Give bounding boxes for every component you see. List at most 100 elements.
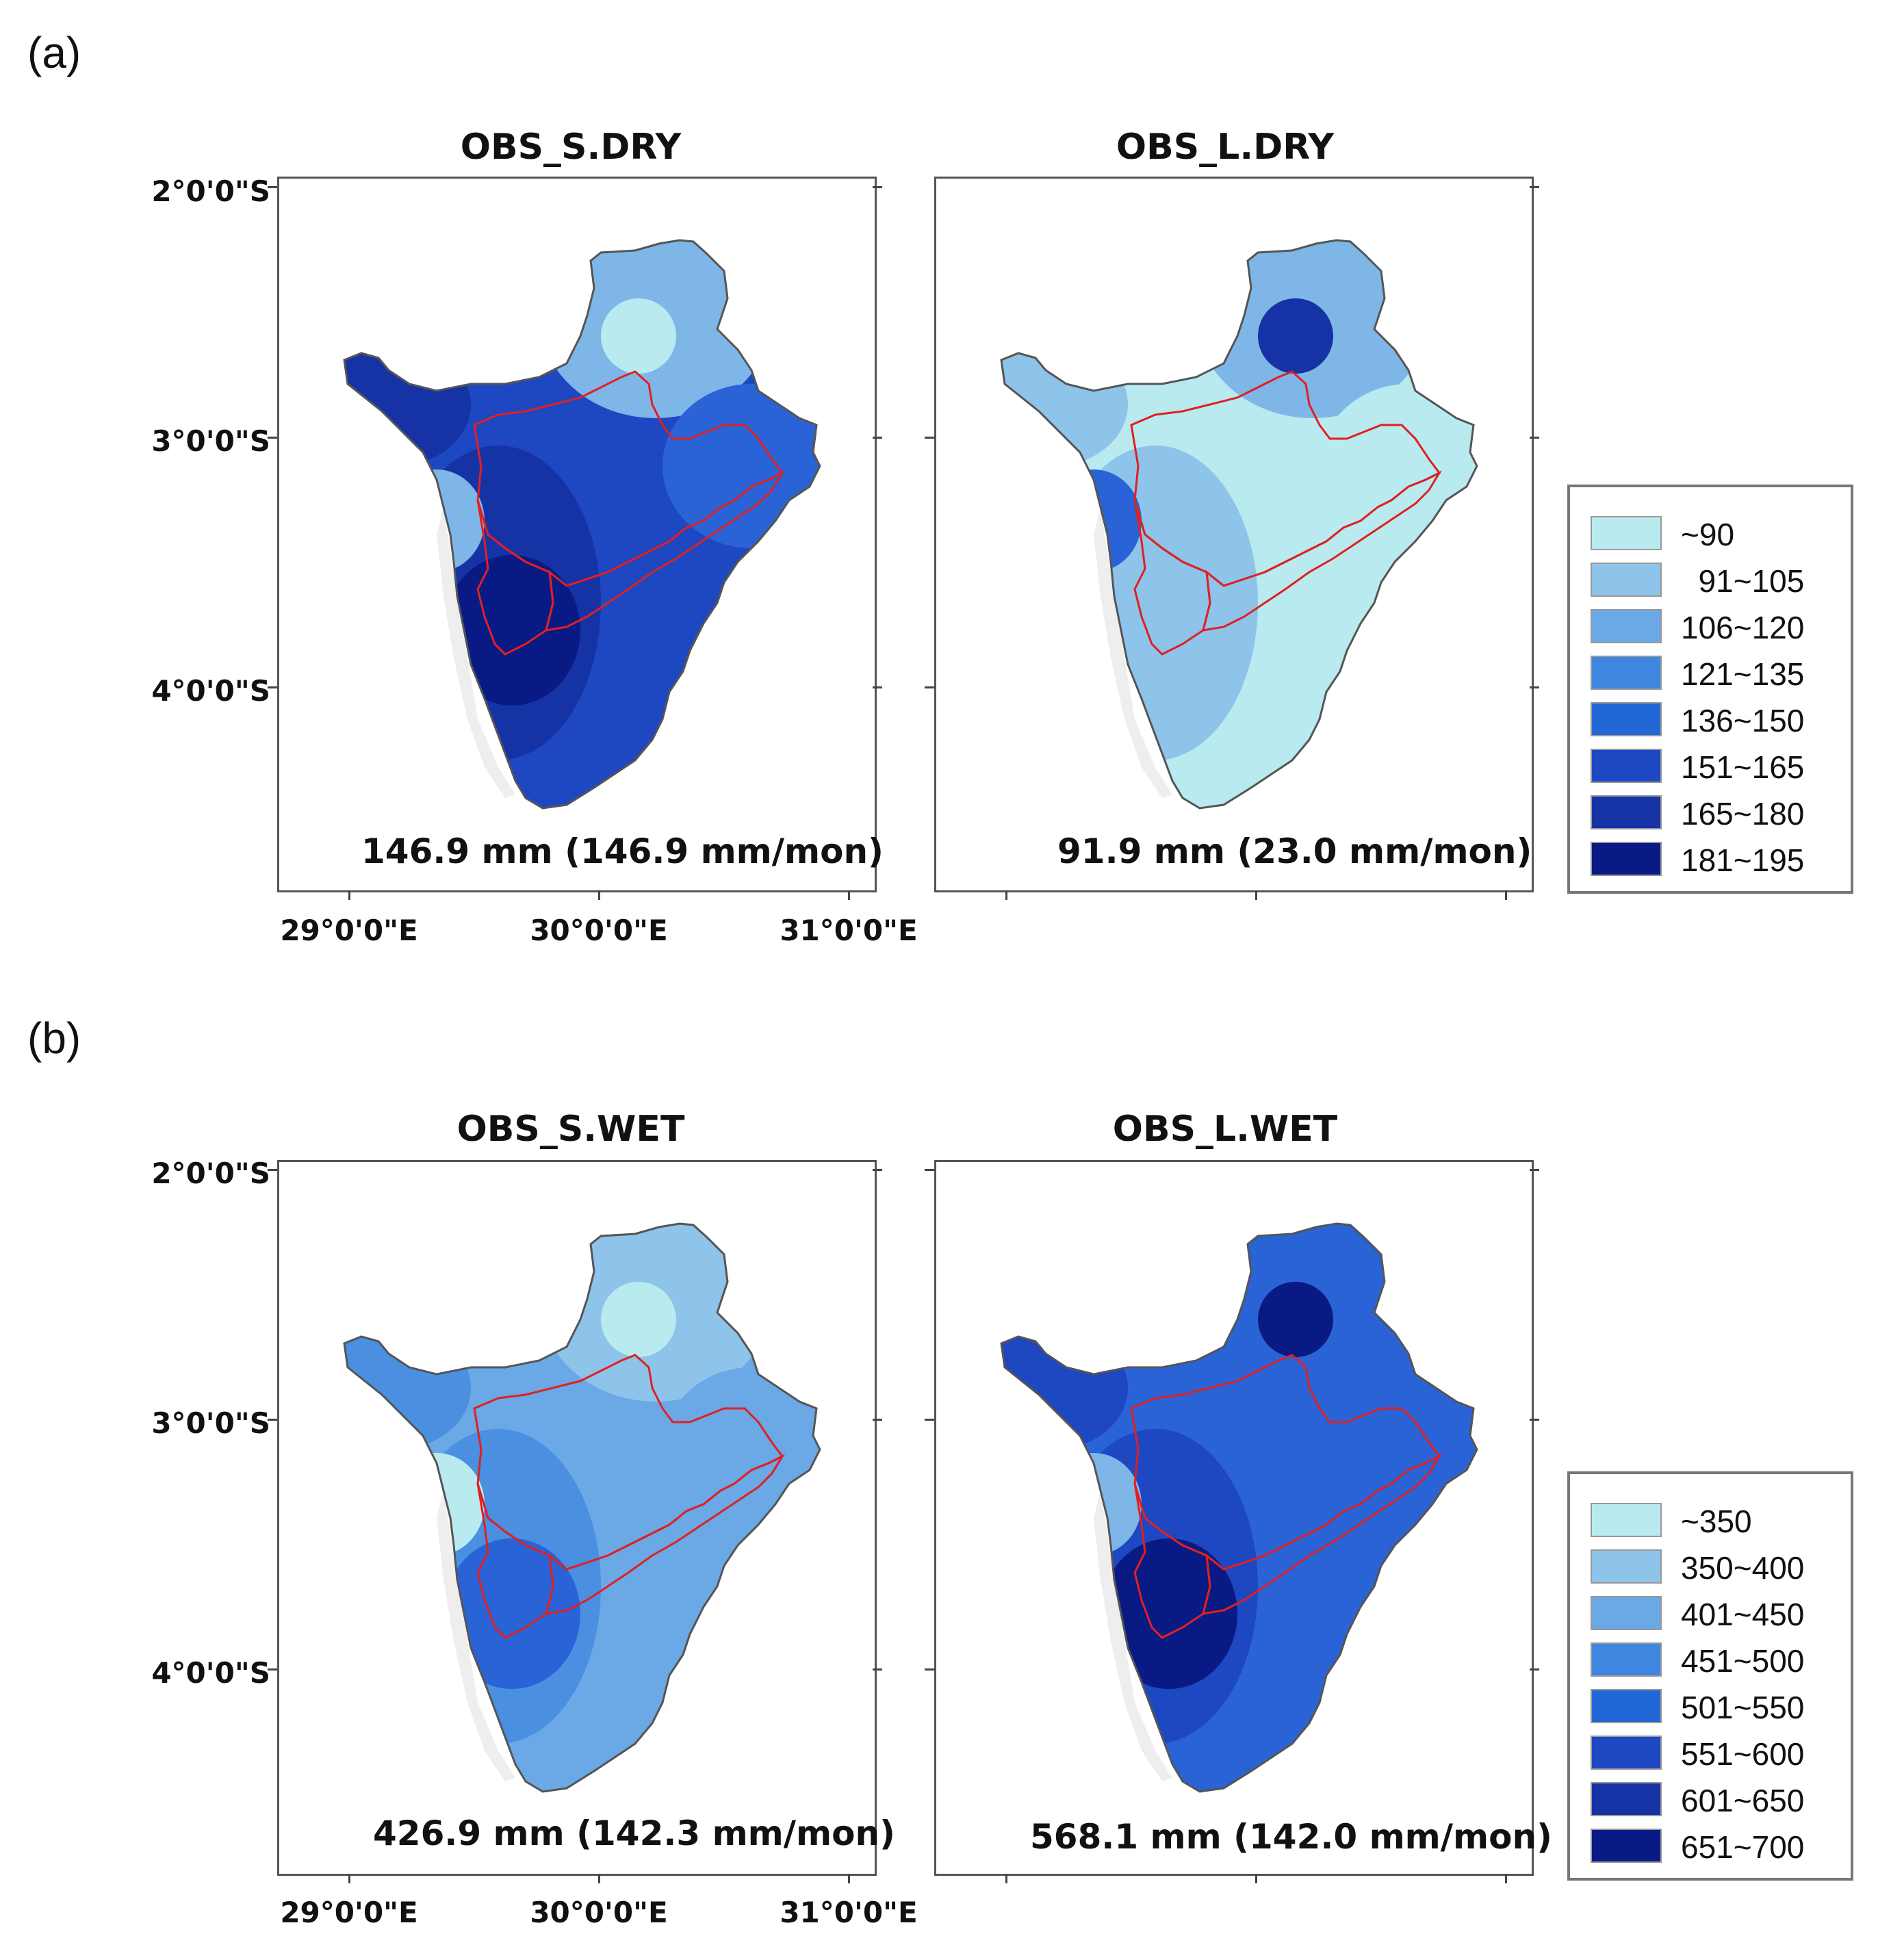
legend-swatch <box>1591 1549 1662 1584</box>
legend-swatch <box>1591 609 1662 643</box>
legend-label: 151~165 <box>1681 749 1805 785</box>
basin-boundary-2 <box>476 500 554 656</box>
precipitation-field <box>1001 1224 1477 1792</box>
tick-lon <box>348 890 350 900</box>
map-frame-s-wet <box>277 1160 877 1876</box>
tick-lat <box>873 186 882 188</box>
precip-zone-west-spot <box>1046 1453 1142 1556</box>
precipitation-field <box>1001 240 1477 808</box>
tick-lat <box>1530 437 1539 439</box>
legend-label: ~90 <box>1681 517 1735 552</box>
lat-label-3s-a: 3°0'0"S <box>151 424 270 458</box>
legend-swatch <box>1591 1689 1662 1723</box>
basin-boundary-3 <box>1201 1454 1442 1615</box>
lon-label-29e-a: 29°0'0"E <box>280 914 418 947</box>
map-l-wet <box>1000 1222 1478 1793</box>
lake-shading <box>1094 507 1172 798</box>
precip-zone-east <box>663 1367 820 1532</box>
tick-lon <box>1505 890 1507 900</box>
tick-lat <box>1530 1419 1539 1421</box>
tick-lat <box>1530 686 1539 688</box>
lat-label-2s-a: 2°0'0"S <box>151 175 270 208</box>
tick-lat <box>268 437 277 439</box>
precip-zone-east <box>1320 1367 1477 1532</box>
tick-lon <box>1505 1874 1507 1883</box>
lon-label-30e-a: 30°0'0"E <box>530 914 668 947</box>
legend-label: 165~180 <box>1681 796 1805 831</box>
legend-swatch <box>1591 842 1662 876</box>
panel-label-b: (b) <box>27 1014 81 1063</box>
precip-zone-north-core <box>601 298 676 374</box>
tick-lat <box>925 1668 934 1671</box>
tick-lat <box>1530 1169 1539 1171</box>
tick-lat <box>873 686 882 688</box>
tick-lat <box>268 1169 277 1171</box>
lon-label-30e-b: 30°0'0"E <box>530 1896 668 1929</box>
legend-label: ~350 <box>1681 1504 1752 1539</box>
precip-zone-east <box>663 384 820 548</box>
legend-swatch <box>1591 1829 1662 1863</box>
tick-lon <box>1255 890 1257 900</box>
precip-zone-east <box>1320 384 1477 548</box>
lake-shading <box>437 1491 515 1781</box>
precip-zone-northwest <box>344 1326 471 1449</box>
legend-swatch <box>1591 702 1662 736</box>
precip-zone-west-spot <box>1046 469 1142 572</box>
tick-lat <box>268 186 277 188</box>
precipitation-field <box>344 240 820 808</box>
legend-a: ~90 91~105 106~120 121~135 136~150 151~1… <box>1567 485 1853 894</box>
tick-lat <box>268 1419 277 1421</box>
basin-boundary-3 <box>544 1454 785 1615</box>
tick-lat <box>925 437 934 439</box>
tick-lon <box>348 1874 350 1883</box>
basin-boundary-3 <box>544 470 785 632</box>
lat-label-4s-b: 4°0'0"S <box>151 1656 270 1690</box>
legend-label: 551~600 <box>1681 1736 1805 1772</box>
tick-lon <box>848 1874 850 1883</box>
map-l-dry <box>1000 239 1478 810</box>
legend-swatch <box>1591 1503 1662 1537</box>
lon-label-31e-a: 31°0'0"E <box>780 914 918 947</box>
legend-b: ~350 350~400 401~450 451~500 501~550 551… <box>1567 1471 1853 1881</box>
legend-swatch <box>1591 656 1662 690</box>
legend-swatch <box>1591 795 1662 829</box>
basin-boundary-2 <box>476 1483 554 1639</box>
country-outline <box>1000 1222 1478 1793</box>
legend-swatch <box>1591 516 1662 550</box>
tick-lon <box>598 1874 600 1883</box>
map-title-s-wet: OBS_S.WET <box>456 1109 685 1150</box>
legend-swatch <box>1591 1782 1662 1816</box>
tick-lat <box>925 1169 934 1171</box>
map-s-dry <box>343 239 821 810</box>
tick-lon <box>1005 890 1007 900</box>
tick-lat <box>873 1169 882 1171</box>
map-frame-l-dry <box>934 177 1534 892</box>
tick-lat <box>1530 186 1539 188</box>
country-outline <box>343 239 821 810</box>
legend-label: 91~105 <box>1681 563 1805 599</box>
legend-label: 601~650 <box>1681 1783 1805 1818</box>
precip-zone-north-core <box>601 1282 676 1357</box>
precip-zone-northwest <box>1001 1326 1128 1449</box>
tick-lat <box>1530 1668 1539 1671</box>
lon-label-29e-b: 29°0'0"E <box>280 1896 418 1929</box>
lat-label-2s-b: 2°0'0"S <box>151 1157 270 1190</box>
summary-s-wet: 426.9 mm (142.3 mm/mon) <box>373 1814 895 1853</box>
basin-boundary-3 <box>1201 470 1442 632</box>
precip-zone-north-core <box>1258 1282 1333 1357</box>
legend-swatch <box>1591 749 1662 783</box>
legend-label: 651~700 <box>1681 1829 1805 1865</box>
legend-swatch <box>1591 1642 1662 1677</box>
lon-label-31e-b: 31°0'0"E <box>780 1896 918 1929</box>
legend-swatch <box>1591 563 1662 597</box>
tick-lon <box>1255 1874 1257 1883</box>
tick-lat <box>925 1419 934 1421</box>
basin-boundary-2 <box>1133 500 1211 656</box>
lake-shading <box>1094 1491 1172 1781</box>
tick-lat <box>873 1668 882 1671</box>
legend-label: 451~500 <box>1681 1643 1805 1679</box>
legend-swatch <box>1591 1596 1662 1630</box>
precipitation-field <box>344 1224 820 1792</box>
legend-label: 121~135 <box>1681 656 1805 692</box>
map-s-wet <box>343 1222 821 1793</box>
